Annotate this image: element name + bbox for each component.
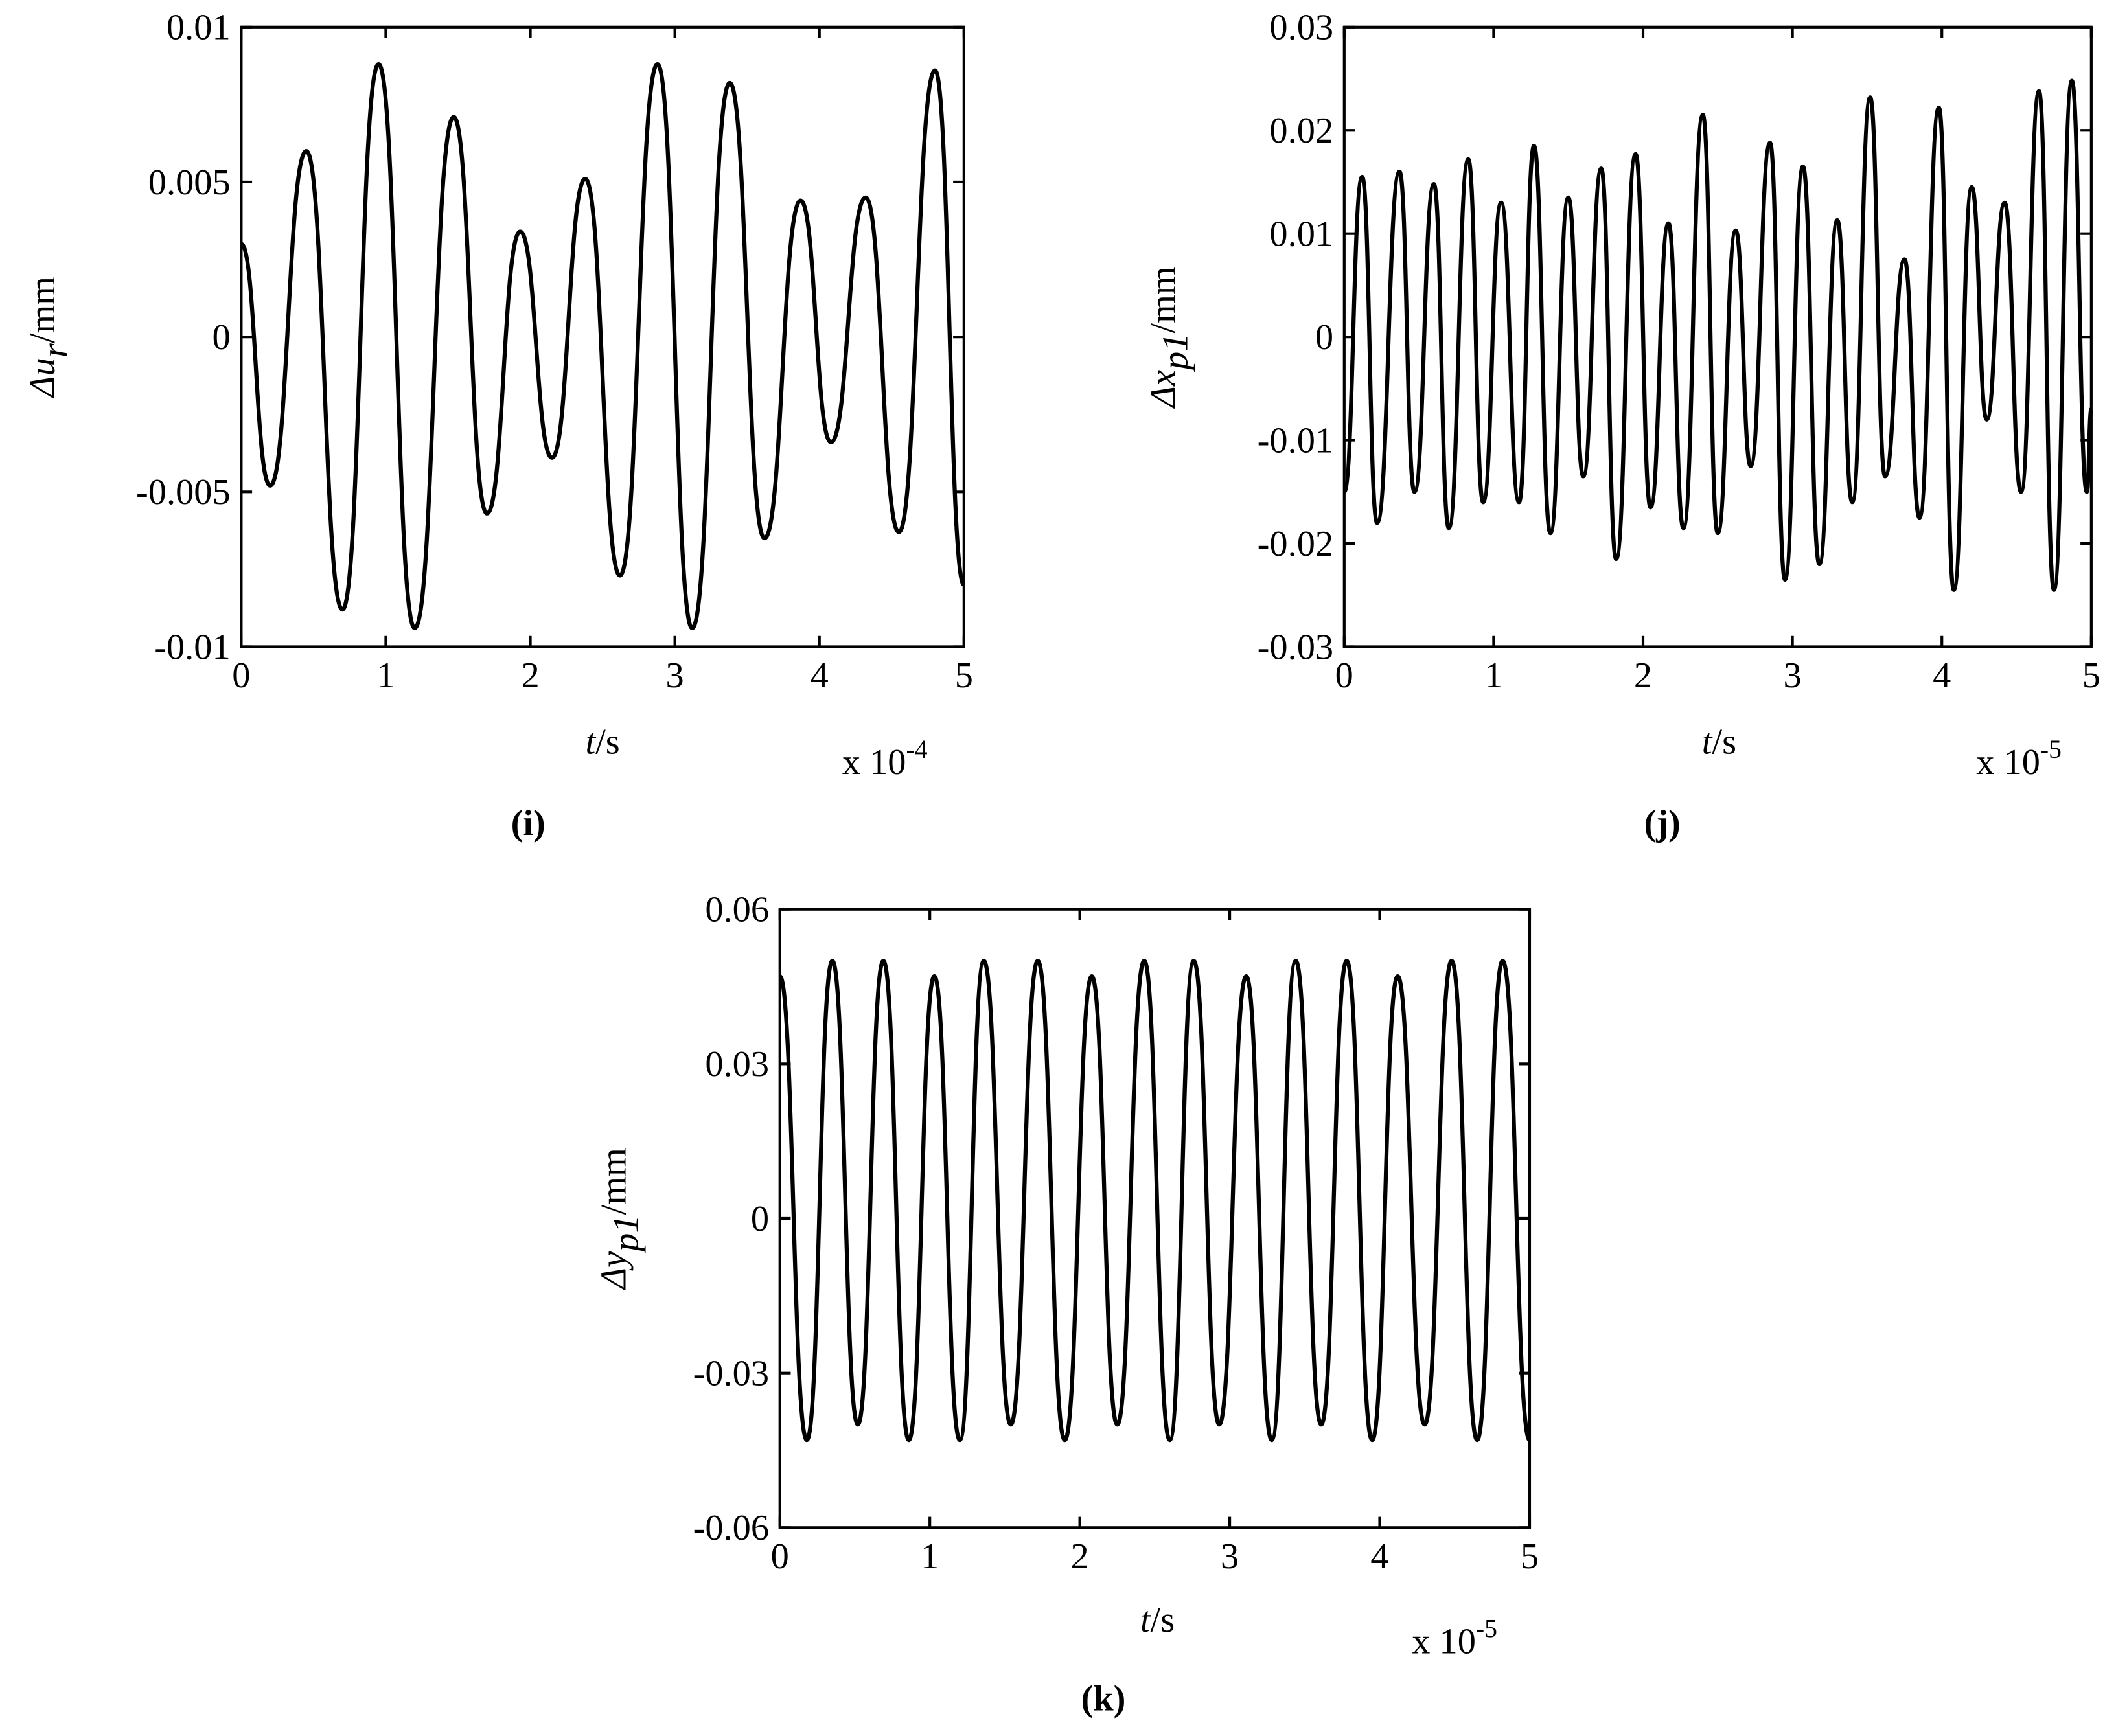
y-axis-label: Δxp1/mm xyxy=(1144,266,1196,409)
x-multiplier: x 10-5 xyxy=(1976,735,2062,782)
x-tick-label: 3 xyxy=(1221,1536,1239,1577)
y-tick-label: -0.01 xyxy=(154,627,230,667)
x-tick-label: 4 xyxy=(811,656,829,696)
y-tick-label: 0.06 xyxy=(705,890,769,930)
x-tick-label: 1 xyxy=(921,1536,939,1577)
y-axis-label: Δur/mm xyxy=(23,277,75,399)
y-tick-label: -0.005 xyxy=(136,472,231,512)
y-tick-label: -0.06 xyxy=(693,1508,769,1548)
x-tick-label: 2 xyxy=(1071,1536,1089,1577)
y-label-unit: /mm xyxy=(1144,266,1184,333)
y-label-sub: r xyxy=(35,343,75,358)
y-label-sub: p1 xyxy=(606,1215,646,1253)
y-tick-label: -0.02 xyxy=(1258,524,1333,564)
x-label-var: t xyxy=(1702,722,1713,762)
y-label-sub: p1 xyxy=(1155,334,1195,372)
x-axis-label: t/s xyxy=(585,722,619,762)
x-tick-label: 0 xyxy=(771,1536,789,1577)
panel-label: (j) xyxy=(1644,803,1681,843)
y-tick-label: 0.01 xyxy=(1269,214,1333,254)
panel-label: (i) xyxy=(511,803,546,843)
y-tick-label: -0.03 xyxy=(1258,627,1333,667)
y-label-var: Δy xyxy=(594,1251,634,1290)
x-tick-label: 0 xyxy=(1335,656,1353,696)
data-line xyxy=(239,62,966,630)
x-label-unit: /s xyxy=(1151,1600,1175,1640)
panel-label: (k) xyxy=(1081,1678,1126,1719)
multiplier-exp: -5 xyxy=(2040,735,2062,764)
plot-frame xyxy=(778,908,1532,1529)
x-tick-label: 3 xyxy=(666,656,684,696)
x-tick-label: 2 xyxy=(521,656,539,696)
x-tick-label: 5 xyxy=(2082,656,2100,696)
x-label-unit: /s xyxy=(1712,722,1736,762)
y-tick-label: 0 xyxy=(212,317,230,358)
y-axis-label: Δyp1/mm xyxy=(594,1148,647,1290)
x-axis-label: t/s xyxy=(1140,1600,1175,1640)
y-label-unit: /mm xyxy=(594,1148,634,1215)
y-label-unit: /mm xyxy=(23,277,63,343)
x-tick-label: 0 xyxy=(232,656,250,696)
x-multiplier: x 10-5 xyxy=(1412,1615,1497,1662)
y-tick-label: 0.02 xyxy=(1269,111,1333,151)
x-tick-label: 4 xyxy=(1370,1536,1388,1577)
multiplier-exp: -4 xyxy=(906,735,927,764)
x-multiplier: x 10-4 xyxy=(842,735,928,782)
data-line xyxy=(777,959,1532,1443)
panel: 0 1 2 3 4 5 -0.06 -0.03 0 0.03 0.06 t/s x 10-5 Δyp1/m… xyxy=(594,890,1539,1719)
multiplier-exp: -5 xyxy=(1476,1615,1497,1643)
y-tick-label: 0 xyxy=(1315,317,1333,358)
x-axis-label: t/s xyxy=(1702,722,1736,762)
x-tick-label: 1 xyxy=(1484,656,1502,696)
x-tick-label: 2 xyxy=(1634,656,1652,696)
y-tick-label: 0.01 xyxy=(167,8,231,48)
y-tick-label: 0.03 xyxy=(705,1044,769,1084)
y-tick-label: -0.03 xyxy=(693,1353,769,1393)
y-tick-label: 0.005 xyxy=(148,163,231,203)
y-label-var: Δu xyxy=(23,358,63,398)
x-tick-label: 5 xyxy=(1521,1536,1539,1577)
y-label-var: Δx xyxy=(1144,370,1184,409)
y-tick-label: 0.03 xyxy=(1269,8,1333,48)
multiplier-base: x 10 xyxy=(1412,1622,1476,1662)
x-label-unit: /s xyxy=(595,722,620,762)
y-tick-label: 0 xyxy=(751,1199,769,1239)
x-label-var: t xyxy=(1140,1600,1151,1640)
multiplier-base: x 10 xyxy=(842,742,906,782)
multiplier-base: x 10 xyxy=(1976,742,2040,782)
x-tick-label: 1 xyxy=(376,656,395,696)
x-tick-label: 5 xyxy=(955,656,973,696)
data-line xyxy=(1342,78,2093,592)
panel: 0 1 2 3 4 5 -0.03 -0.02 -0.01 0 0.01 0.02 0.03 t/s x 1… xyxy=(1144,8,2100,843)
x-tick-label: 4 xyxy=(1933,656,1951,696)
x-label-var: t xyxy=(585,722,596,762)
y-tick-label: -0.01 xyxy=(1258,420,1333,461)
x-tick-label: 3 xyxy=(1784,656,1802,696)
